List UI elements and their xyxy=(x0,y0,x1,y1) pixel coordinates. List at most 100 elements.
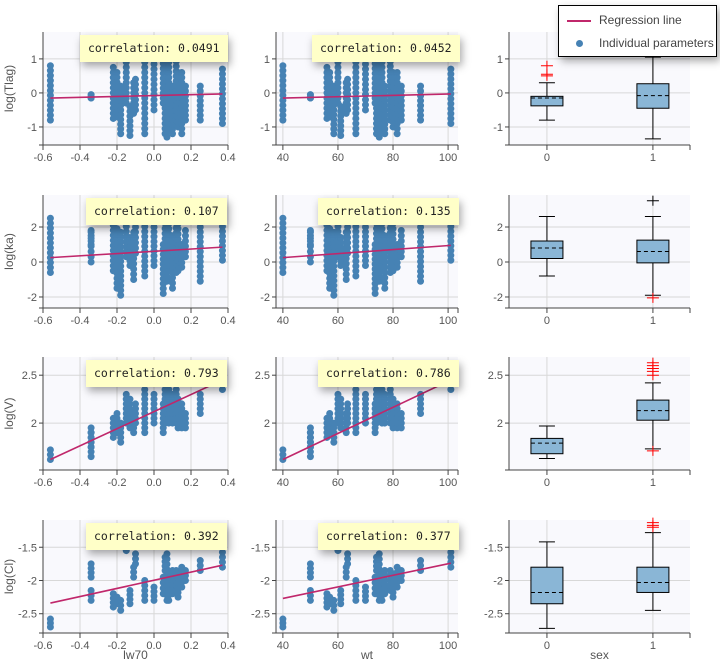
y-tick-label: 2 xyxy=(497,418,503,430)
data-point xyxy=(344,410,352,417)
data-point xyxy=(181,106,189,114)
data-point xyxy=(150,86,158,94)
data-point xyxy=(141,104,149,112)
regression-line xyxy=(282,379,452,461)
x-tick-label: -0.2 xyxy=(108,640,127,652)
y-tick-label: 0 xyxy=(264,257,270,269)
regression-line xyxy=(50,93,223,99)
legend-individual[interactable]: Individual parameters xyxy=(567,33,714,53)
data-point xyxy=(117,601,125,609)
data-point xyxy=(337,419,345,427)
data-point xyxy=(132,405,139,413)
data-point xyxy=(337,112,345,120)
data-point xyxy=(352,89,360,97)
data-point xyxy=(375,550,383,558)
data-point xyxy=(389,235,397,243)
data-point xyxy=(397,87,405,95)
data-point xyxy=(352,586,360,594)
data-point xyxy=(181,111,189,119)
data-point xyxy=(352,410,360,417)
data-point xyxy=(141,405,149,413)
data-point xyxy=(337,424,345,432)
data-point xyxy=(279,116,287,124)
data-point xyxy=(132,86,139,94)
data-point xyxy=(141,429,149,437)
data-point xyxy=(159,429,167,437)
data-point xyxy=(174,230,182,238)
data-point xyxy=(447,548,455,556)
data-point xyxy=(196,258,204,266)
data-point xyxy=(117,262,125,270)
data-point xyxy=(447,105,455,113)
y-tick-label: 2.5 xyxy=(488,370,503,382)
data-point xyxy=(87,429,95,437)
y-tick-label: -2 xyxy=(493,575,503,587)
data-point xyxy=(337,410,345,417)
data-point xyxy=(417,82,425,90)
data-point xyxy=(279,615,287,623)
x-tick-label: 40 xyxy=(277,640,289,652)
data-point xyxy=(196,562,204,570)
data-point xyxy=(447,232,455,240)
x-tick-label: 0 xyxy=(544,152,550,164)
data-point xyxy=(196,410,204,417)
data-point xyxy=(126,395,134,403)
data-point xyxy=(132,80,139,88)
data-point xyxy=(397,97,405,105)
data-point xyxy=(181,419,189,427)
data-point xyxy=(447,100,455,108)
y-tick-label: 0 xyxy=(497,88,503,100)
correlation-label: correlation: 0.786 xyxy=(318,360,459,387)
y-tick-label: -2 xyxy=(260,575,270,587)
data-point xyxy=(122,390,130,398)
data-point xyxy=(141,591,149,599)
data-point xyxy=(361,395,369,403)
data-point xyxy=(113,414,121,422)
legend-regression[interactable]: Regression line xyxy=(567,10,682,30)
data-point xyxy=(279,101,287,109)
data-point xyxy=(344,400,352,408)
x-tick-label: 0.2 xyxy=(183,152,198,164)
data-point xyxy=(141,109,149,117)
data-point xyxy=(447,80,455,88)
data-point xyxy=(279,106,287,114)
y-tick-label: -1.5 xyxy=(251,542,270,554)
data-point xyxy=(352,104,360,112)
data-point xyxy=(46,615,54,623)
data-point xyxy=(447,95,455,103)
data-point xyxy=(141,84,149,92)
data-point xyxy=(337,405,345,413)
data-point xyxy=(344,244,352,252)
x-tick-label: 0 xyxy=(544,640,550,652)
x-axis-label: wt xyxy=(360,648,374,662)
data-point xyxy=(397,102,405,110)
data-point xyxy=(352,74,360,82)
data-point xyxy=(279,86,287,94)
data-point xyxy=(344,86,352,94)
data-point xyxy=(218,237,226,245)
x-tick-label: 60 xyxy=(332,315,344,327)
data-point xyxy=(306,248,314,255)
data-point xyxy=(196,267,204,275)
outlier-marker xyxy=(540,60,553,71)
data-point xyxy=(337,131,345,139)
data-point xyxy=(375,128,383,136)
data-point xyxy=(417,395,425,403)
data-point xyxy=(342,260,350,268)
data-point xyxy=(181,424,189,432)
data-point xyxy=(342,568,350,576)
data-point xyxy=(342,573,350,581)
data-point xyxy=(397,253,405,261)
data-point xyxy=(196,405,204,413)
data-point xyxy=(447,247,455,255)
data-point xyxy=(342,265,350,273)
data-point xyxy=(344,101,352,109)
data-point xyxy=(46,234,54,242)
data-point xyxy=(218,232,226,240)
data-point xyxy=(279,214,287,222)
data-point xyxy=(126,131,134,139)
data-point xyxy=(218,110,226,118)
data-point xyxy=(122,63,130,71)
data-point xyxy=(352,591,360,599)
data-point xyxy=(337,414,345,422)
